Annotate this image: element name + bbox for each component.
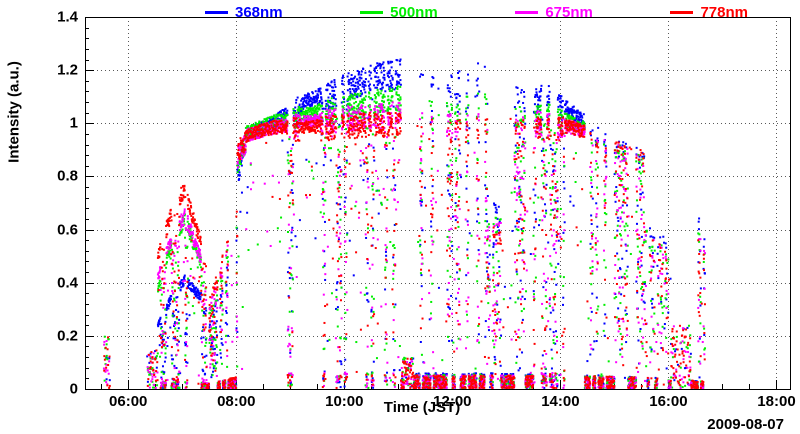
- x-tick-label: 08:00: [217, 393, 256, 410]
- legend-line-icon: [205, 10, 228, 14]
- legend-line-icon: [360, 10, 384, 14]
- legend-label: 368nm: [235, 3, 283, 21]
- y-tick-label: 1.2: [57, 61, 78, 79]
- legend-line-icon: [515, 10, 539, 14]
- y-tick-label: 0.6: [57, 221, 78, 239]
- y-tick-label: 1.4: [57, 8, 78, 26]
- y-tick-label: 0.8: [57, 167, 78, 185]
- x-tick-label: 18:00: [757, 393, 796, 410]
- legend-entry: 500nm: [360, 5, 438, 20]
- legend: 368nm 500nm 675nm 778nm: [205, 4, 748, 20]
- legend-label: 675nm: [545, 3, 593, 21]
- x-axis-title: Time (JST): [383, 399, 461, 416]
- y-tick-label: 0.2: [57, 327, 78, 345]
- legend-label: 778nm: [700, 3, 748, 21]
- legend-entry: 778nm: [670, 5, 748, 20]
- date-label: 2009-08-07: [707, 416, 784, 433]
- x-tick-label: 12:00: [433, 393, 472, 410]
- y-tick-label: 0.4: [57, 274, 78, 292]
- x-tick-label: 14:00: [541, 393, 580, 410]
- legend-entry: 675nm: [515, 5, 593, 20]
- legend-line-icon: [670, 10, 694, 14]
- x-tick-label: 10:00: [325, 393, 364, 410]
- y-tick-label: 1: [69, 114, 78, 132]
- x-tick-label: 06:00: [109, 393, 148, 410]
- x-tick-label: 16:00: [649, 393, 688, 410]
- legend-entry: 368nm: [205, 5, 283, 20]
- y-tick-label: 0: [69, 380, 78, 398]
- legend-label: 500nm: [390, 3, 438, 21]
